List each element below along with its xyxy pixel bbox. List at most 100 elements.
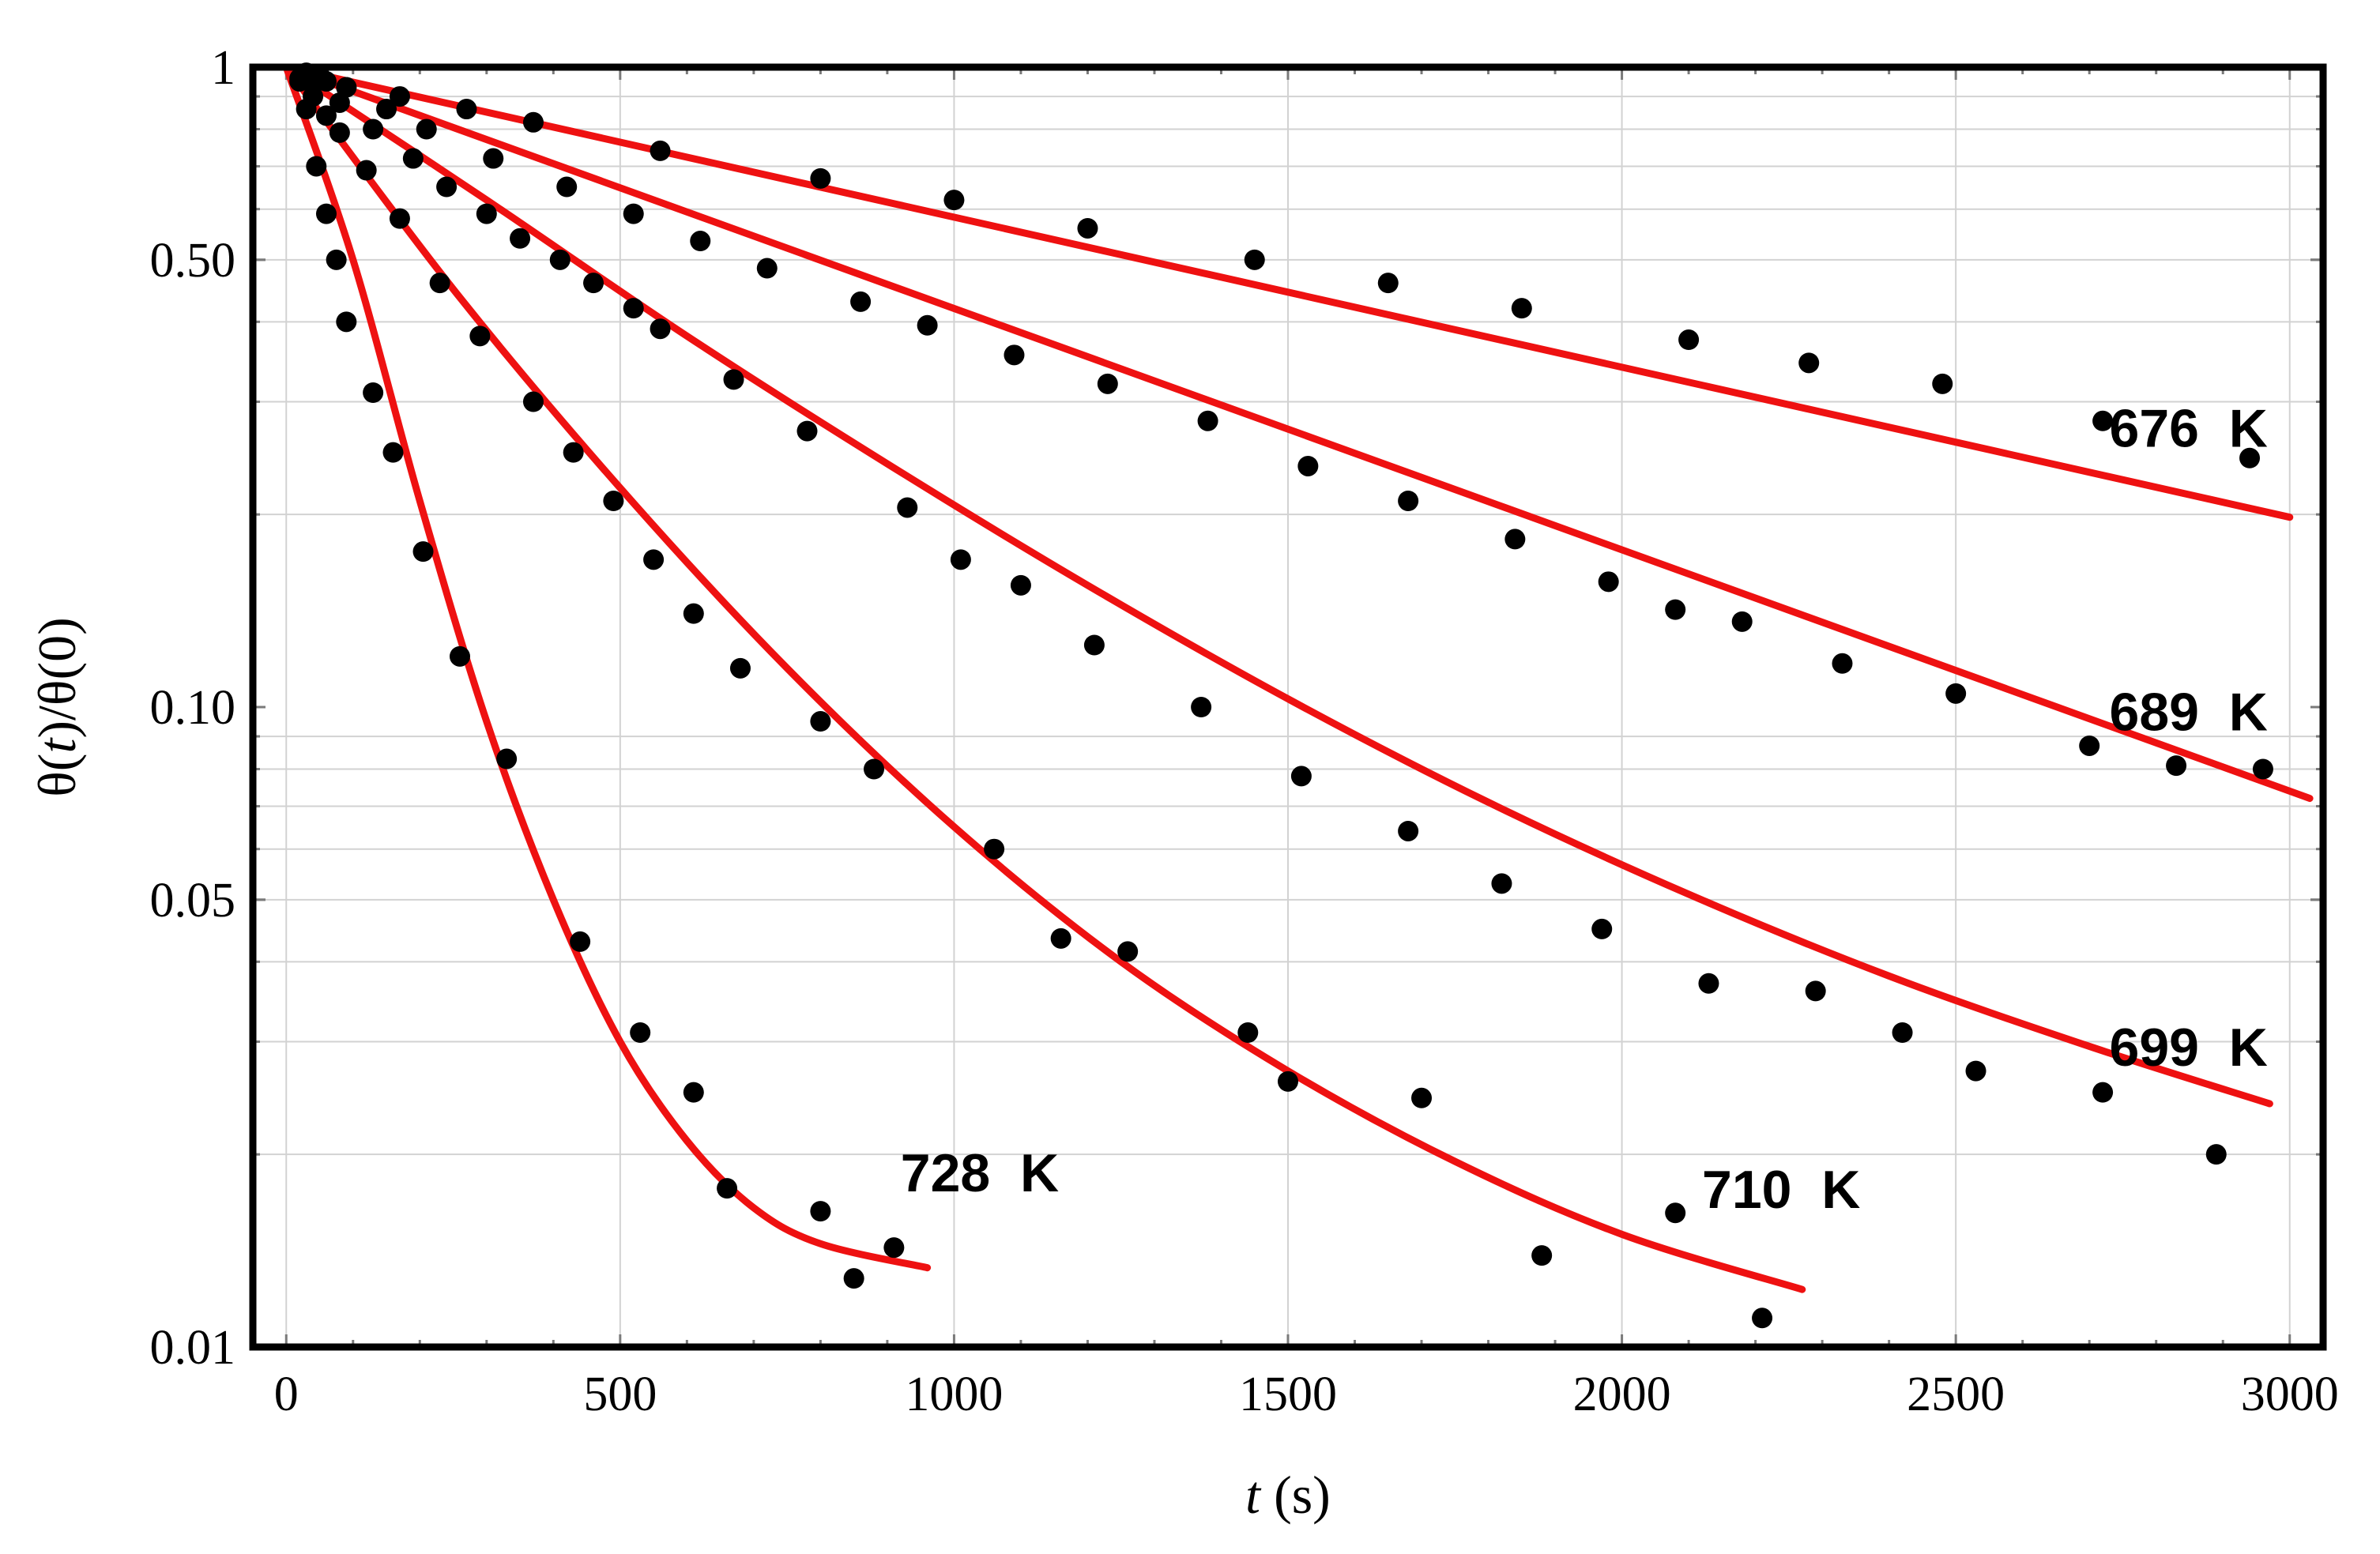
x-tick-label: 500 — [583, 1368, 657, 1421]
data-point-689k — [416, 119, 437, 140]
data-point-676k — [522, 111, 544, 133]
x-axis-title: t (s) — [1245, 1465, 1331, 1525]
data-point-676k — [1244, 249, 1265, 270]
data-point-689k — [483, 148, 504, 169]
data-point-699k — [1010, 574, 1031, 596]
y-tick-label: 0.10 — [150, 681, 236, 735]
data-point-710k — [469, 325, 491, 347]
data-point-699k — [1083, 634, 1105, 656]
data-point-689k — [1598, 571, 1619, 593]
data-point-710k — [429, 273, 450, 294]
data-point-710k — [522, 391, 544, 412]
data-point-728k — [883, 1237, 905, 1259]
data-point-710k — [1117, 941, 1139, 962]
data-point-689k — [2252, 758, 2273, 780]
data-point-689k — [690, 231, 711, 252]
series-label-689k: 689 K — [2110, 682, 2268, 742]
data-point-710k — [315, 105, 337, 126]
data-point-699k — [1892, 1022, 1913, 1043]
data-point-728k — [289, 71, 311, 92]
y-axis-title-a: θ( — [27, 754, 87, 797]
data-point-728k — [412, 541, 434, 563]
x-tick-label: 3000 — [2241, 1368, 2339, 1421]
data-point-728k — [336, 311, 357, 333]
y-axis-title-b: t — [27, 737, 87, 754]
fit-curve-699k — [282, 63, 2273, 1108]
data-point-676k — [1077, 217, 1098, 239]
data-point-728k — [630, 1022, 651, 1043]
fit-curve-728k — [282, 63, 932, 1272]
x-tick-label: 1500 — [1239, 1368, 1337, 1421]
data-point-689k — [1297, 455, 1319, 476]
data-point-728k — [450, 645, 470, 667]
data-point-699k — [1398, 820, 1419, 841]
data-point-689k — [376, 99, 397, 120]
series-label-676k: 676 K — [2110, 399, 2268, 459]
data-point-699k — [2205, 1144, 2227, 1165]
data-point-710k — [810, 711, 831, 732]
data-point-710k — [643, 549, 665, 570]
data-point-710k — [603, 491, 624, 512]
data-point-699k — [436, 176, 458, 198]
data-point-689k — [1504, 529, 1526, 550]
data-point-676k — [2092, 410, 2114, 431]
grid — [253, 67, 2323, 1347]
data-point-676k — [1511, 298, 1532, 319]
data-point-699k — [650, 318, 671, 340]
data-point-710k — [1665, 1202, 1686, 1224]
x-tick-label: 1000 — [905, 1368, 1003, 1421]
data-point-689k — [623, 203, 644, 224]
data-point-699k — [1698, 973, 1719, 994]
data-point-699k — [950, 549, 971, 570]
data-point-699k — [549, 249, 571, 270]
data-point-710k — [356, 160, 377, 181]
data-point-699k — [1965, 1060, 1986, 1082]
y-axis-title: θ(t)/θ(0) — [27, 617, 87, 797]
y-tick-label: 0.01 — [150, 1321, 236, 1375]
data-point-710k — [1531, 1245, 1553, 1266]
data-point-689k — [1398, 491, 1419, 512]
data-point-728k — [717, 1178, 738, 1199]
x-tick-label: 2000 — [1573, 1368, 1671, 1421]
y-axis-title-c: )/θ(0) — [27, 617, 87, 738]
data-point-689k — [756, 258, 778, 279]
plot-frame — [249, 63, 2327, 1351]
data-point-710k — [1237, 1022, 1259, 1043]
data-point-728k — [496, 748, 518, 769]
data-point-689k — [1731, 611, 1753, 632]
data-point-699k — [402, 148, 424, 169]
data-point-699k — [1591, 918, 1613, 939]
y-tick-labels: 0.01 0.05 0.10 0.50 1 — [150, 41, 236, 1375]
series-label-728k: 728 K — [901, 1143, 1059, 1203]
fit-curve-689k — [282, 63, 2314, 803]
data-point-676k — [810, 167, 831, 189]
data-point-710k — [683, 603, 704, 624]
data-point-728k — [683, 1082, 704, 1103]
data-point-699k — [476, 203, 497, 224]
data-point-728k — [315, 203, 337, 224]
data-point-689k — [1197, 410, 1218, 431]
data-point-728k — [326, 249, 347, 270]
data-point-728k — [570, 931, 591, 952]
data-point-676k — [1798, 352, 1820, 374]
x-tick-label: 0 — [274, 1368, 299, 1421]
x-tick-label: 2500 — [1907, 1368, 2005, 1421]
data-point-699k — [897, 497, 918, 518]
data-point-710k — [984, 838, 1005, 860]
data-point-710k — [563, 442, 584, 463]
data-point-710k — [1411, 1087, 1433, 1108]
data-point-676k — [650, 140, 671, 161]
data-point-689k — [1665, 599, 1686, 620]
data-point-676k — [389, 86, 410, 107]
data-point-699k — [583, 273, 604, 294]
data-point-728k — [306, 156, 327, 177]
data-point-676k — [1932, 373, 1953, 394]
data-point-728k — [363, 382, 384, 403]
data-point-699k — [1191, 697, 1212, 717]
data-point-689k — [1004, 344, 1025, 366]
data-point-699k — [1491, 873, 1512, 894]
series-labels: 676 K 689 K 699 K 710 K 728 K — [901, 399, 2268, 1220]
data-point-710k — [1050, 928, 1071, 949]
data-points — [289, 62, 2273, 1329]
